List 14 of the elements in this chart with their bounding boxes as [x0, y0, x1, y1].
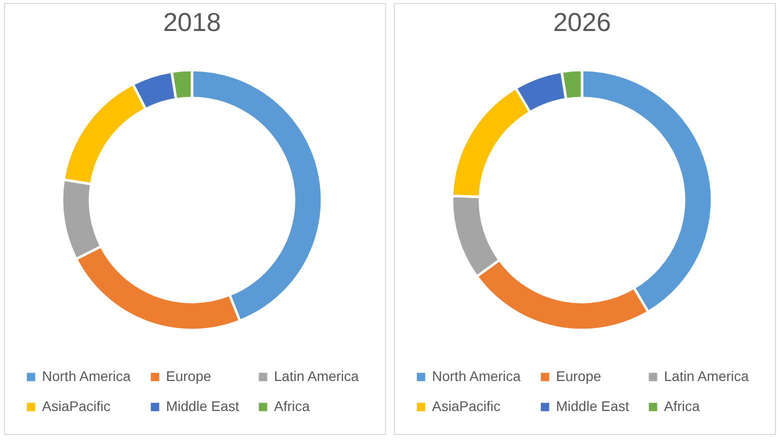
legend-label: Latin America — [664, 368, 750, 384]
legend-label: Africa — [274, 398, 310, 414]
legend-label: Europe — [166, 368, 212, 384]
legend-label: AsiaPacific — [42, 398, 110, 414]
legend-label: Middle East — [556, 398, 630, 414]
legend-label: Latin America — [274, 368, 360, 384]
legend-label: Africa — [664, 398, 700, 414]
legend-label: Europe — [556, 368, 602, 384]
legend-label: North America — [432, 368, 521, 384]
legend-label: Middle East — [166, 398, 240, 414]
chart-title: 2018 — [163, 7, 221, 37]
chart-title: 2026 — [553, 7, 611, 37]
legend-label: AsiaPacific — [432, 398, 500, 414]
legend-label: North America — [42, 368, 131, 384]
